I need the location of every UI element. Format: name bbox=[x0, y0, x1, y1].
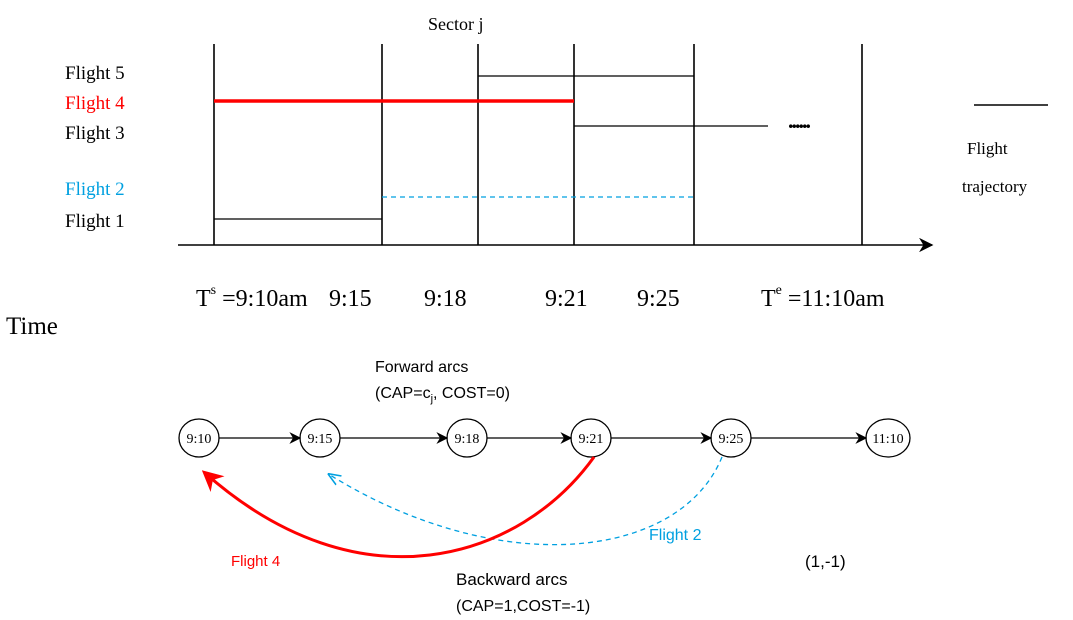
svg-text:9:10: 9:10 bbox=[187, 432, 212, 447]
time-gridlines bbox=[213, 44, 863, 245]
legend: Flight trajectory bbox=[962, 104, 1048, 196]
forward-arcs-title: Forward arcs bbox=[375, 359, 468, 376]
node-925: 9:25 bbox=[710, 418, 752, 458]
svg-text:9:15: 9:15 bbox=[308, 432, 333, 447]
time-tick-labels: Ts =9:10am 9:15 9:18 9:21 9:25 Te =11:10… bbox=[196, 283, 885, 312]
backward-arc-flight-4 bbox=[201, 456, 596, 559]
node-910: 9:10 bbox=[178, 418, 220, 458]
flight-label-4: Flight 4 bbox=[65, 93, 125, 114]
flight-label-3: Flight 3 bbox=[65, 123, 125, 144]
network-nodes: 9:10 9:15 9:18 9:21 9:25 11:10 bbox=[178, 418, 911, 458]
flight-labels: Flight 5 Flight 4 Flight 3 Flight 2 Flig… bbox=[65, 63, 125, 232]
legend-label-line2: trajectory bbox=[962, 177, 1028, 196]
ellipsis: ...... bbox=[788, 108, 811, 133]
flight-label-5: Flight 5 bbox=[65, 63, 125, 84]
node-915: 9:15 bbox=[299, 418, 341, 458]
svg-text:9:21: 9:21 bbox=[579, 432, 604, 447]
node-1110: 11:10 bbox=[865, 418, 911, 458]
arc-label-flight-2: Flight 2 bbox=[649, 527, 702, 544]
node-921: 9:21 bbox=[570, 418, 612, 458]
flight-label-2: Flight 2 bbox=[65, 179, 125, 200]
svg-text:11:10: 11:10 bbox=[872, 432, 903, 447]
tick-label-915: 9:15 bbox=[329, 286, 372, 312]
tick-label-921: 9:21 bbox=[545, 286, 588, 312]
legend-label-line1: Flight bbox=[967, 139, 1008, 158]
tick-label-918: 9:18 bbox=[424, 286, 467, 312]
forward-arcs-params: (CAP=cj, COST=0) bbox=[375, 385, 510, 405]
svg-text:9:25: 9:25 bbox=[719, 432, 744, 447]
flight-label-1: Flight 1 bbox=[65, 211, 125, 232]
time-axis-label: Time bbox=[6, 313, 58, 340]
tick-label-start: Ts =9:10am bbox=[196, 283, 308, 312]
node-918: 9:18 bbox=[446, 418, 488, 458]
flight-trajectories bbox=[214, 75, 768, 220]
pair-label: (1,-1) bbox=[805, 552, 846, 571]
arc-label-flight-4: Flight 4 bbox=[231, 553, 280, 570]
backward-arcs-params: (CAP=1,COST=-1) bbox=[456, 598, 590, 615]
tick-label-925: 9:25 bbox=[637, 286, 680, 312]
backward-arcs-title: Backward arcs bbox=[456, 570, 567, 589]
tick-label-end: Te =11:10am bbox=[761, 283, 885, 312]
backward-arc-flight-2 bbox=[330, 456, 723, 546]
sector-title: Sector j bbox=[428, 14, 484, 34]
svg-text:9:18: 9:18 bbox=[455, 432, 480, 447]
